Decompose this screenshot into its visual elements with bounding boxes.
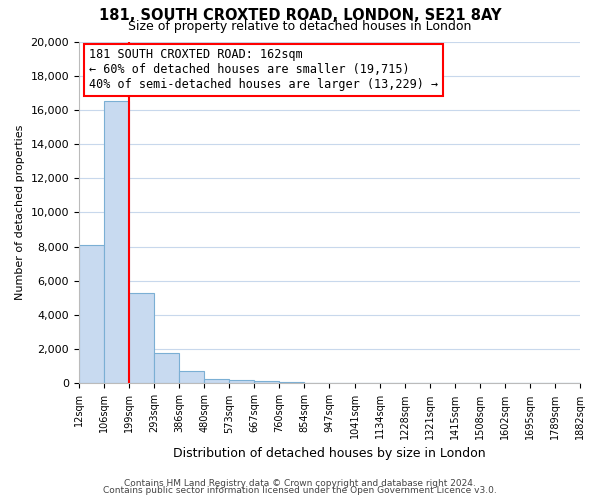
Text: Size of property relative to detached houses in London: Size of property relative to detached ho… <box>128 20 472 33</box>
Bar <box>280 382 304 384</box>
Bar <box>104 102 129 384</box>
Text: 181 SOUTH CROXTED ROAD: 162sqm
← 60% of detached houses are smaller (19,715)
40%: 181 SOUTH CROXTED ROAD: 162sqm ← 60% of … <box>89 48 438 92</box>
Bar <box>179 370 204 384</box>
Y-axis label: Number of detached properties: Number of detached properties <box>15 125 25 300</box>
Text: 181, SOUTH CROXTED ROAD, LONDON, SE21 8AY: 181, SOUTH CROXTED ROAD, LONDON, SE21 8A… <box>99 8 501 22</box>
Bar <box>154 352 179 384</box>
Bar <box>204 378 229 384</box>
Text: Contains public sector information licensed under the Open Government Licence v3: Contains public sector information licen… <box>103 486 497 495</box>
Bar <box>129 293 154 384</box>
Bar <box>79 245 104 384</box>
Text: Contains HM Land Registry data © Crown copyright and database right 2024.: Contains HM Land Registry data © Crown c… <box>124 478 476 488</box>
Bar <box>254 381 280 384</box>
Bar <box>229 380 254 384</box>
X-axis label: Distribution of detached houses by size in London: Distribution of detached houses by size … <box>173 447 486 460</box>
